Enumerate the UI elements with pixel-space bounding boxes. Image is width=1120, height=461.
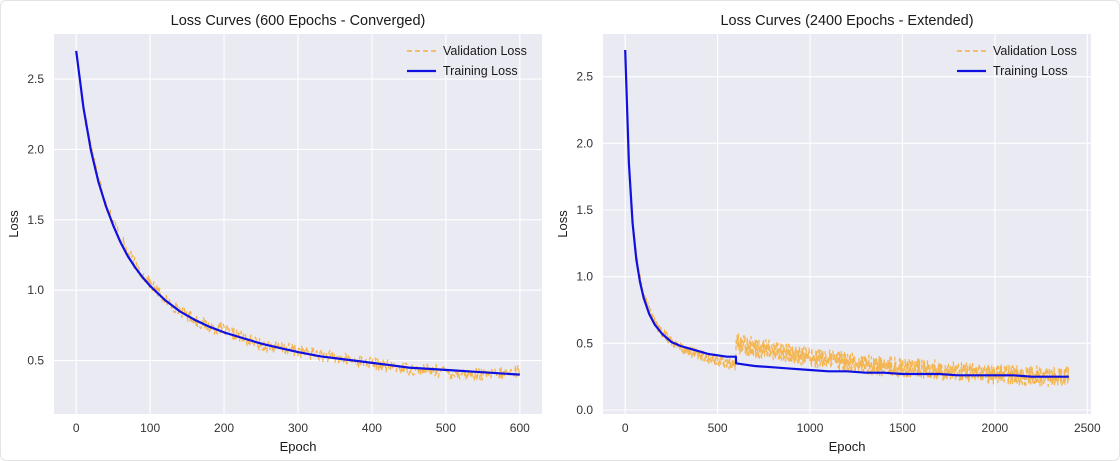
plot-area (603, 34, 1091, 414)
y-tick-label: 2.0 (27, 142, 44, 156)
legend-training-label: Training Loss (993, 64, 1068, 78)
y-tick-label: 1.0 (576, 270, 593, 284)
chart-title: Loss Curves (600 Epochs - Converged) (171, 13, 426, 29)
chart-title: Loss Curves (2400 Epochs - Extended) (720, 13, 973, 29)
legend-training-label: Training Loss (443, 64, 518, 78)
x-tick-label: 100 (140, 421, 160, 435)
legend-validation-label: Validation Loss (443, 44, 527, 58)
series-layer (75, 50, 521, 382)
series-layer (624, 49, 1070, 388)
x-tick-label: 600 (510, 421, 530, 435)
tick-labels: 0 100 200 300 400 500 600 0.5 1.0 1.5 2.0 2.5 (27, 72, 530, 435)
x-tick-label: 2500 (1074, 421, 1101, 435)
x-tick-label: 0 (73, 421, 80, 435)
training-loss-line (624, 49, 1069, 378)
x-tick-label: 0 (622, 421, 629, 435)
x-tick-label: 500 (708, 421, 728, 435)
legend-validation-label: Validation Loss (993, 44, 1077, 58)
y-tick-label: 2.5 (27, 72, 44, 86)
y-tick-label: 0.0 (576, 403, 593, 417)
y-tick-label: 2.5 (576, 70, 593, 84)
y-tick-label: 0.5 (27, 354, 44, 368)
x-axis-label: Epoch (280, 439, 317, 454)
legend: Validation Loss Training Loss (407, 44, 527, 78)
y-tick-label: 1.5 (576, 203, 593, 217)
x-tick-label: 300 (288, 421, 308, 435)
x-tick-label: 1500 (889, 421, 916, 435)
chart-600-epochs: 0 100 200 300 400 500 600 0.5 1.0 1.5 2.0 2.5 Loss … (6, 13, 542, 454)
x-axis-label: Epoch (829, 439, 866, 454)
x-tick-label: 200 (214, 421, 234, 435)
y-tick-label: 2.0 (576, 136, 593, 150)
y-axis-label: Loss (6, 210, 21, 238)
x-tick-label: 1000 (797, 421, 824, 435)
x-tick-label: 2000 (982, 421, 1009, 435)
y-tick-label: 1.0 (27, 283, 44, 297)
legend: Validation Loss Training Loss (957, 44, 1077, 78)
x-tick-label: 500 (436, 421, 456, 435)
y-tick-label: 0.5 (576, 336, 593, 350)
chart-2400-epochs: 0 500 1000 1500 2000 2500 0.0 0.5 1.0 1.5 2.0 2.5 L… (555, 13, 1101, 454)
gridlines (603, 34, 1091, 414)
y-axis-label: Loss (555, 210, 570, 238)
x-tick-label: 400 (362, 421, 382, 435)
training-loss-line (75, 50, 520, 376)
tick-labels: 0 500 1000 1500 2000 2500 0.0 0.5 1.0 1.5 2.0 2.5 (576, 70, 1101, 435)
y-tick-label: 1.5 (27, 213, 44, 227)
